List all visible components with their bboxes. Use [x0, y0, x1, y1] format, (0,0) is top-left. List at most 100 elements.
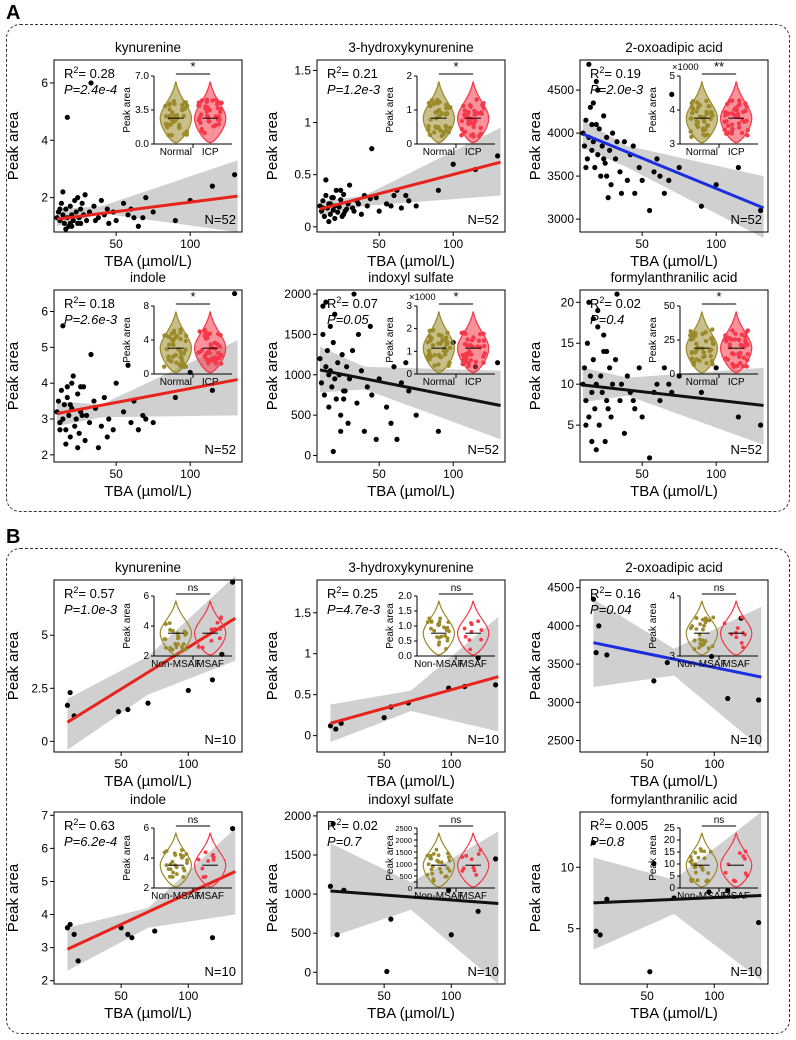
chart-a-4-point: [150, 419, 156, 426]
chart-b-3-y-axis-label: Peak area: [527, 631, 544, 700]
chart-b-1-inset-point: [196, 645, 201, 649]
chart-b-4-inset-group-label: Non-MSAF: [151, 891, 200, 902]
chart-b-3-inset-point: [698, 622, 703, 627]
chart-a-6-point: [639, 414, 645, 420]
chart-a-4-inset-point: [162, 333, 167, 338]
chart-a-1-r2: R2= 0.28: [64, 65, 115, 81]
chart-b-4-inset-point: [184, 852, 189, 856]
chart-a-3-inset-point: [688, 129, 693, 134]
chart-a-1-point: [75, 195, 81, 201]
chart-b-4-plot-frame: [53, 811, 243, 985]
chart-a-6-point: [735, 414, 741, 420]
chart-a-4-point: [106, 416, 112, 422]
chart-a-1-inset-point: [167, 102, 172, 107]
chart-b-4-inset-point: [185, 858, 189, 862]
chart-a-5-point: [320, 303, 326, 309]
chart-a-4-point: [128, 419, 134, 426]
chart-a-5-inset-point: [463, 351, 469, 357]
chart-a-4-point: [91, 398, 97, 404]
chart-b-5-inset-y-label: Peak area: [385, 835, 396, 881]
chart-a-4-point: [143, 416, 149, 422]
chart-b-4-inset-point: [201, 875, 206, 880]
chart-a-4-point: [76, 430, 82, 436]
chart-a-4-point: [55, 398, 62, 404]
chart-b-5-inset-point: [436, 860, 441, 864]
chart-a-5-inset-point: [447, 345, 453, 350]
chart-a-2-point: [327, 211, 333, 217]
chart-a-1-point: [104, 206, 110, 212]
chart-b-6-inset-point: [705, 878, 710, 883]
chart-b-2-inset-point: [476, 619, 480, 624]
chart-a-6-point: [666, 381, 672, 387]
chart-a-1-inset-point: [163, 103, 168, 109]
chart-a-4-inset-point: [218, 361, 224, 366]
chart-a-4-point: [172, 394, 178, 401]
chart-a-1-point: [106, 220, 112, 226]
chart-b-5-inset-point: [436, 853, 441, 858]
chart-b-6-inset-point: [700, 866, 705, 871]
chart-b-1-x-tick-label: 50: [114, 757, 128, 771]
chart-b-1-inset-point: [200, 645, 205, 650]
chart-b-3-point: [664, 659, 670, 666]
chart-a-3-y-tick-label: 4500: [547, 83, 574, 97]
chart-b-6-plot-frame: [579, 811, 769, 985]
chart-a-1-inset-point: [210, 98, 215, 103]
chart-b-3-y-tick-label: 2500: [547, 734, 574, 748]
chart-a-5-point: [355, 331, 362, 338]
chart-a-3-point: [676, 164, 682, 171]
chart-a-3-point: [589, 147, 595, 153]
chart-b-3-inset-point: [735, 626, 740, 631]
chart-b-2-inset-point: [429, 626, 433, 631]
chart-b-5-inset-point: [425, 872, 430, 877]
chart-a-4-point: [57, 419, 63, 426]
chart-a-4-inset-point: [217, 344, 223, 349]
chart-b-6-inset-y-tick-label: 20: [664, 835, 676, 846]
chart-a-5-inset-point: [443, 336, 449, 341]
chart-a-2-point: [323, 177, 329, 183]
chart-a-4-inset-point: [213, 359, 218, 365]
chart-a-1-x-tick-label: 50: [109, 237, 123, 251]
chart-b-1-violin-1: [159, 600, 193, 656]
chart-a-5-y-tick-label: 2000: [284, 287, 311, 301]
chart-a-3-x-tick-label: 100: [706, 237, 726, 251]
chart-b-2-inset-point: [445, 636, 450, 640]
chart-b-5-y-tick-label: 0: [304, 965, 311, 979]
chart-a-5-y-tick-label: 1500: [284, 327, 311, 341]
chart-a-5-title: indoxyl sulfate: [368, 270, 454, 285]
chart-b-6-violin-2: [719, 832, 753, 888]
chart-b-3-violin-1: [685, 600, 719, 656]
chart-a-3-title: 2-oxoadipic acid: [625, 40, 723, 55]
chart-a-3-point: [757, 207, 764, 214]
chart-a-1-point: [58, 200, 65, 206]
chart-a-5-point: [327, 323, 333, 329]
chart-a-2-inset-point: [469, 116, 474, 122]
chart-a-6-point: [587, 373, 593, 379]
chart-a-4-inset-point: [182, 364, 187, 369]
chart-a-4-y-tick-label: 2: [41, 448, 48, 462]
chart-a-1-point: [83, 217, 90, 224]
chart-b-5-inset-point: [446, 851, 450, 856]
chart-b-5-inset-point: [434, 847, 439, 852]
chart-a-3-point: [601, 113, 607, 119]
chart-b-6-point: [593, 928, 599, 934]
chart-a-3-inset-group-label: ICP: [728, 147, 745, 158]
chart-a-4-inset-point: [216, 331, 221, 337]
chart-b-1-confidence-band: [67, 575, 236, 750]
chart-a-3-inset-point: [729, 129, 735, 134]
chart-b-5-inset-point: [439, 870, 444, 875]
chart-a-6-inset-point: [697, 358, 702, 363]
chart-b-4-inset-point: [200, 866, 205, 871]
chart-b-2-y-tick-label: 1.5: [294, 606, 311, 620]
chart-a-6-point: [589, 438, 595, 445]
chart-a-1-inset-point: [182, 131, 187, 137]
chart-a-2-point: [335, 209, 341, 215]
chart-a-6-point: [713, 365, 719, 371]
chart-b-3-inset-point: [711, 615, 716, 620]
chart-a-4-inset-point: [183, 347, 188, 352]
chart-a-4-point: [140, 412, 146, 419]
chart-a-6-y-tick-label: 20: [561, 295, 575, 309]
chart-a-2-inset-point: [471, 124, 476, 129]
chart-b-2-inset-y-tick-label: 0.0: [398, 651, 412, 662]
